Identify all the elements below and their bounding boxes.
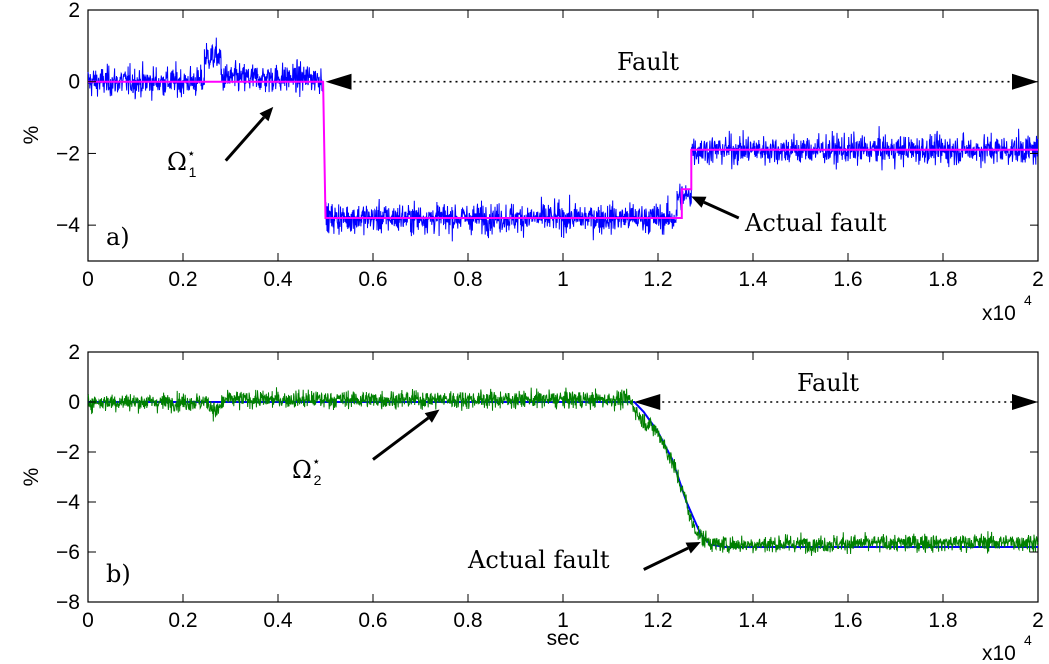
panel-a-x-tick-label: 1.6 bbox=[833, 268, 862, 291]
panel-b-y-tick-label: 2 bbox=[68, 341, 80, 364]
panel-b-series-1 bbox=[87, 387, 1039, 556]
panel-b-omega-symbol: Ω bbox=[292, 456, 312, 484]
panel-a-actual-fault-label: Actual fault bbox=[744, 209, 887, 237]
panel-b-y-tick-label: 0 bbox=[68, 391, 80, 414]
panel-b-x-tick-label: 0.2 bbox=[168, 609, 197, 632]
panel-b-omega-sup: ⋆ bbox=[312, 453, 321, 469]
panel-a-frame bbox=[87, 9, 1039, 262]
panel-a-x-tick-label: 0 bbox=[82, 268, 94, 291]
panel-b-x-multiplier: x10 bbox=[982, 642, 1016, 664]
panel-a-omega-label: Ω⋆ 1 bbox=[167, 145, 197, 180]
panel-a: % a) x10 4 Fault Actual fault Ω⋆ 1 0 0.2 0.… bbox=[20, 0, 1044, 325]
panel-a-y-tick-label: 0 bbox=[68, 71, 80, 94]
panel-a-omega-sub: 1 bbox=[189, 164, 197, 180]
panel-a-omega-symbol: Ω bbox=[167, 148, 187, 176]
panel-a-x-tick-label: 0.8 bbox=[453, 268, 482, 291]
panel-b-y-tick-label: −4 bbox=[56, 491, 80, 514]
panel-a-x-tick-label: 0.6 bbox=[358, 268, 387, 291]
panel-a-fault-arrowhead-left bbox=[325, 73, 352, 90]
panel-a-x-tick-label: 1.4 bbox=[738, 268, 768, 291]
panel-a-fault-arrowhead-right bbox=[1012, 73, 1038, 90]
panel-b-omega-arrow-shaft bbox=[372, 416, 430, 461]
panel-b-omega-sub: 2 bbox=[314, 472, 322, 488]
panel-b: % sec b) x10 4 Fault Actual fault Ω⋆ 2 0 0… bbox=[20, 341, 1044, 664]
panel-b-x-tick-label: 0.8 bbox=[453, 609, 482, 632]
panel-b-x-tick-label: 1.6 bbox=[833, 609, 862, 632]
panel-a-omega-sup: ⋆ bbox=[187, 145, 196, 161]
panel-a-x-tick-label: 0.2 bbox=[168, 268, 197, 291]
panel-a-plot-layer bbox=[87, 37, 1039, 242]
panel-a-omega-arrow-shaft bbox=[224, 116, 266, 162]
panel-b-x-tick-label: 1.8 bbox=[928, 609, 957, 632]
panel-b-label: b) bbox=[106, 560, 131, 588]
panel-a-series-1 bbox=[88, 80, 1038, 219]
panel-b-x-tick-label: 1 bbox=[557, 609, 569, 632]
panel-b-y-tick-label: −2 bbox=[56, 441, 80, 464]
panel-b-x-tick-label: 1.2 bbox=[643, 609, 672, 632]
panel-a-x-tick-label: 1 bbox=[557, 268, 569, 291]
panel-a-x-tick-label: 2 bbox=[1032, 268, 1044, 291]
panel-b-omega-label: Ω⋆ 2 bbox=[292, 453, 322, 488]
panel-a-x-multiplier: x10 bbox=[982, 302, 1016, 325]
panel-b-x-multiplier-exp: 4 bbox=[1024, 632, 1032, 648]
panel-b-x-tick-label: 0.6 bbox=[358, 609, 387, 632]
panel-a-omega-arrow-head bbox=[259, 106, 274, 122]
panel-a-x-tick-label: 1.2 bbox=[643, 268, 672, 291]
panel-a-actual-fault-arrow-head bbox=[691, 196, 707, 208]
panel-b-actual-fault-arrow-shaft bbox=[643, 546, 689, 571]
panel-b-actual-fault-arrow-head bbox=[685, 542, 701, 554]
panel-b-actual-fault-label: Actual fault bbox=[467, 546, 610, 574]
panel-b-fault-label: Fault bbox=[797, 369, 859, 397]
panel-b-y-tick-label: −6 bbox=[56, 541, 80, 564]
panel-b-fault-arrowhead-left bbox=[634, 394, 661, 410]
panel-b-x-tick-label: 0.4 bbox=[263, 609, 293, 632]
panel-b-y-tick-label: −8 bbox=[56, 591, 80, 614]
panel-a-ylabel: % bbox=[20, 126, 43, 145]
panel-a-fault-label: Fault bbox=[617, 48, 679, 76]
panel-b-x-tick-label: 1.4 bbox=[738, 609, 768, 632]
panel-b-xlabel: sec bbox=[547, 627, 580, 650]
panel-b-omega-arrow-head bbox=[424, 409, 440, 423]
panel-b-x-tick-label: 2 bbox=[1032, 609, 1044, 632]
panel-a-x-tick-label: 1.8 bbox=[928, 268, 957, 291]
panel-b-fault-arrowhead-right bbox=[1012, 394, 1038, 410]
panel-b-plot-layer bbox=[87, 387, 1039, 556]
panel-a-y-tick-label: −4 bbox=[56, 214, 80, 237]
panel-a-actual-fault-arrow-shaft bbox=[703, 200, 740, 220]
panel-a-y-tick-label: 2 bbox=[68, 0, 80, 22]
panel-a-label: a) bbox=[106, 223, 130, 251]
panel-a-x-multiplier-exp: 4 bbox=[1024, 292, 1032, 308]
panel-a-x-tick-label: 0.4 bbox=[263, 268, 293, 291]
panel-a-y-tick-label: −2 bbox=[56, 142, 80, 165]
panel-b-x-tick-label: 0 bbox=[82, 609, 94, 632]
panel-b-ylabel: % bbox=[20, 468, 43, 487]
panel-a-series-0 bbox=[87, 37, 1039, 242]
